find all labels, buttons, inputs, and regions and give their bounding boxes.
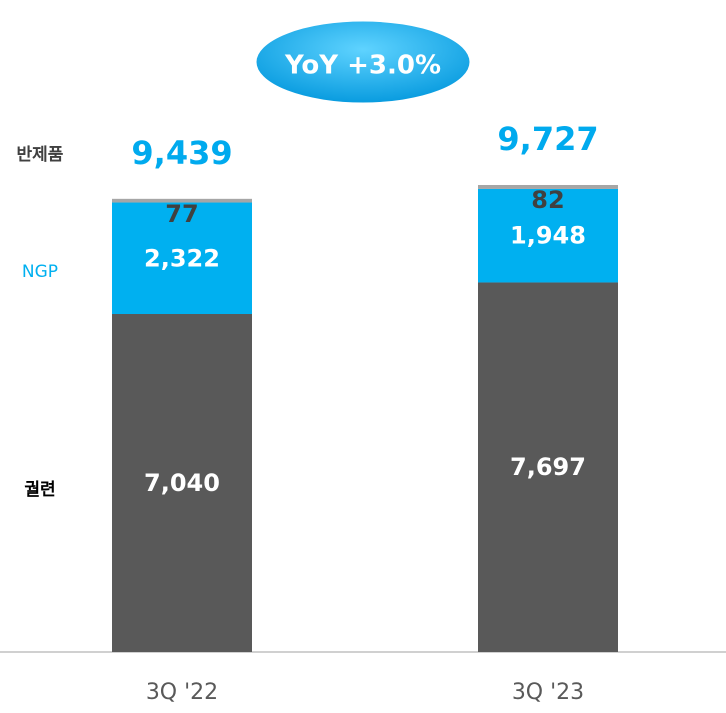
data-label: 7,040 xyxy=(144,469,220,497)
bar-segment xyxy=(478,282,618,652)
x-tick-label: 3Q '23 xyxy=(512,680,584,705)
bar-segment xyxy=(478,188,618,283)
total-label: 9,439 xyxy=(131,134,232,172)
data-label: 1,948 xyxy=(510,222,586,250)
data-label: 7,697 xyxy=(510,453,586,481)
annotation: YoY +3.0% xyxy=(284,51,441,81)
x-tick-label: 3Q '22 xyxy=(146,680,218,705)
legend-label: 반제품 xyxy=(17,145,64,165)
data-label: 2,322 xyxy=(144,244,220,272)
data-label: 82 xyxy=(531,186,564,214)
bar-segment xyxy=(478,185,618,189)
legend-label: 궐련 xyxy=(24,480,55,500)
annotation-bubble xyxy=(253,18,473,106)
legend-label: NGP xyxy=(22,262,58,282)
bar-segment xyxy=(112,198,252,203)
bar-segment xyxy=(112,314,252,652)
total-label: 9,727 xyxy=(497,120,598,158)
bar-segment xyxy=(112,202,252,315)
data-label: 77 xyxy=(165,200,198,228)
